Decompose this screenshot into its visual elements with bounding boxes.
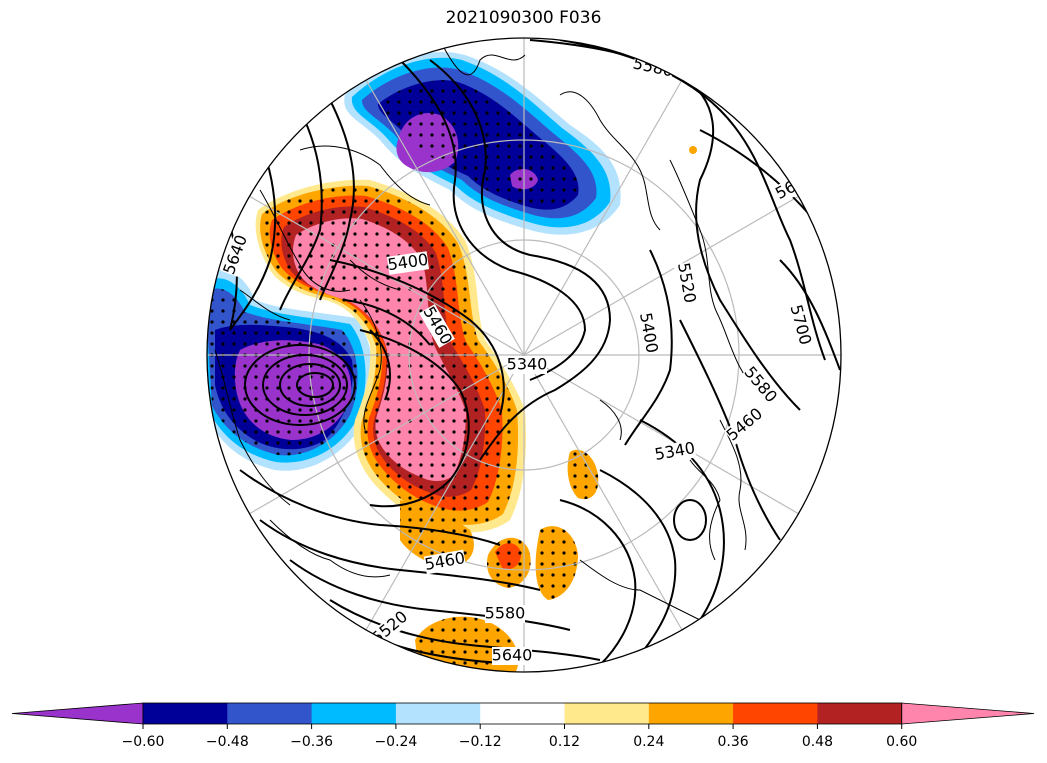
colorbar-segment	[564, 703, 650, 724]
colorbar-tick-label: −0.36	[290, 734, 333, 750]
contour-label-background	[492, 647, 532, 665]
colorbar-segment	[143, 703, 228, 724]
colorbar-frame	[142, 702, 903, 725]
contour-label-background	[786, 303, 814, 347]
colorbar-extend-low	[11, 702, 144, 725]
contour-label-background	[635, 311, 661, 355]
colorbar-tick-label: 0.24	[633, 734, 664, 750]
contour-label-background	[419, 304, 455, 348]
contour-label: 5580	[485, 604, 526, 623]
contour-label-background	[423, 549, 467, 575]
colorbar-segment	[395, 703, 481, 724]
colorbar-segment	[648, 703, 734, 724]
contour-label-background	[507, 356, 547, 374]
colorbar-tick-label: −0.12	[459, 734, 502, 750]
contour-label-background	[673, 261, 699, 305]
colorbar-tick-label: 0.36	[718, 734, 749, 750]
colorbar-segment	[311, 703, 397, 724]
map-boundary	[206, 37, 842, 673]
colorbar-tick-label: −0.24	[374, 734, 417, 750]
negative-anomaly-top	[344, 51, 621, 235]
contour-label-background	[386, 251, 430, 275]
height-contours	[224, 39, 841, 666]
map-title: 2021090300 F036	[445, 8, 602, 28]
coastlines	[214, 39, 761, 621]
contour-label: 5340	[507, 355, 548, 374]
colorbar-segment	[817, 703, 903, 724]
colorbar: −0.60 −0.48 −0.36 −0.24 −0.12 0.12 0.24 0.36 0.4…	[11, 702, 1035, 750]
contour-label-background	[485, 605, 525, 623]
contour-label: 5640	[492, 646, 533, 665]
colorbar-segment	[480, 703, 565, 724]
colorbar-tick-label: 0.12	[549, 734, 580, 750]
colorbar-segment	[733, 703, 818, 724]
contour-label-background	[653, 439, 697, 465]
contour-label-background	[220, 233, 252, 277]
contour-label-background	[740, 363, 780, 407]
contour-label-background	[723, 405, 767, 445]
colorbar-tick-label: −0.48	[206, 734, 249, 750]
colorbar-segment	[227, 703, 313, 724]
colorbar-tick-label: −0.60	[122, 734, 165, 750]
colorbar-tick-label: 0.48	[802, 734, 833, 750]
colorbar-tick-label: 0.60	[886, 734, 917, 750]
colorbar-extend-high	[901, 702, 1035, 725]
